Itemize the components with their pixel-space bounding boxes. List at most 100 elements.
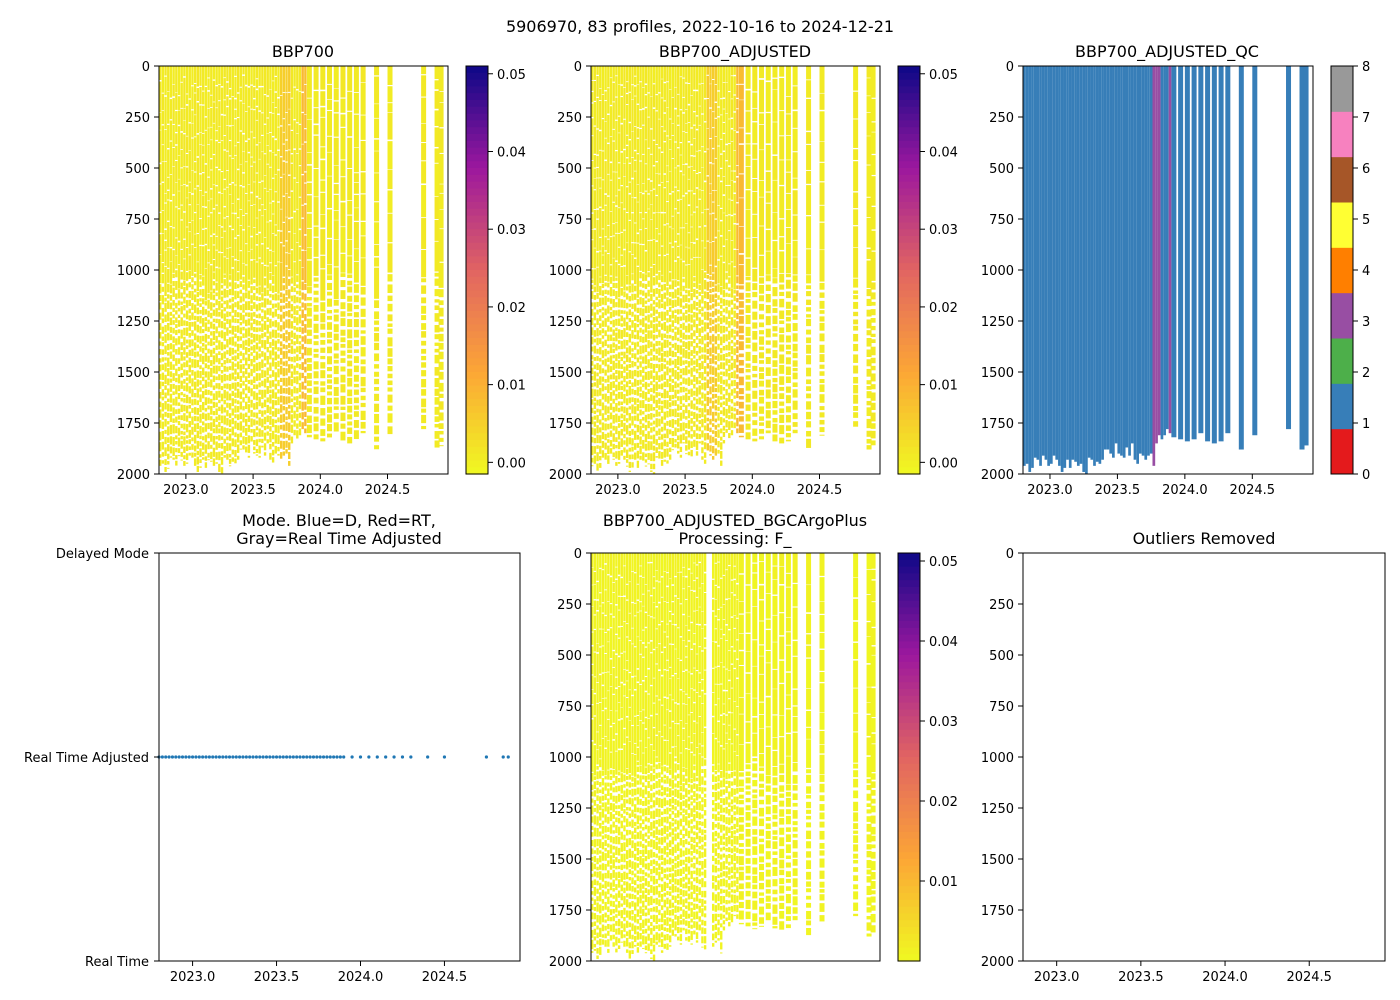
profile-segment <box>693 194 696 212</box>
profile-segment <box>196 234 200 262</box>
profile-segment <box>218 390 221 398</box>
profile-segment <box>728 421 731 430</box>
profile-segment <box>234 341 237 347</box>
profile-segment <box>167 222 170 248</box>
profile-segment <box>706 332 709 341</box>
profile-segment <box>663 371 666 380</box>
profile-segment <box>677 404 680 411</box>
profile-segment <box>293 212 296 234</box>
profile-segment <box>687 361 691 368</box>
profile-segment <box>164 266 167 297</box>
profile-segment <box>806 318 812 327</box>
profile-segment <box>604 925 607 931</box>
profile-segment <box>274 362 277 370</box>
profile-segment <box>668 243 672 272</box>
profile-segment <box>615 261 618 277</box>
profile-segment <box>625 788 629 798</box>
profile-segment <box>261 351 264 357</box>
mode-point <box>271 755 275 759</box>
profile-segment <box>752 355 758 364</box>
profile-segment <box>623 809 626 814</box>
profile-segment <box>623 250 626 266</box>
profile-segment <box>188 411 191 419</box>
profile-segment <box>387 387 393 392</box>
mode-point <box>367 755 371 759</box>
profile-segment <box>593 389 597 397</box>
profile-segment <box>204 130 208 164</box>
profile-segment <box>327 397 333 405</box>
colorbar-tick-label: 0.05 <box>497 68 526 83</box>
profile-segment <box>663 142 666 174</box>
y-tick-label: 0 <box>1006 60 1014 75</box>
profile-segment <box>620 707 623 719</box>
profile-segment <box>327 315 333 320</box>
profile-segment <box>327 433 333 438</box>
profile-segment <box>819 406 825 411</box>
profile-segment <box>623 455 626 460</box>
profile-segment <box>722 195 726 213</box>
profile-segment <box>421 340 427 346</box>
profile-segment <box>655 173 658 195</box>
profile-segment <box>644 251 648 274</box>
profile-segment <box>207 250 210 263</box>
profile-segment <box>615 872 618 881</box>
profile-segment <box>819 354 825 363</box>
profile-segment <box>199 459 202 464</box>
profile-segment <box>591 606 594 632</box>
profile-segment <box>282 351 286 359</box>
profile-segment <box>596 940 599 945</box>
profile-segment <box>288 364 291 373</box>
profile-segment <box>274 445 277 454</box>
profile-segment <box>296 370 299 375</box>
mode-point <box>318 755 322 759</box>
profile-segment <box>333 353 339 359</box>
profile-segment <box>263 154 267 176</box>
profile-segment <box>196 400 200 406</box>
profile-segment <box>180 168 183 185</box>
profile-segment <box>220 426 224 434</box>
profile-segment <box>596 771 599 780</box>
profile-segment <box>617 247 621 264</box>
profile-segment <box>623 351 626 359</box>
profile-segment <box>615 196 618 206</box>
profile-segment <box>634 171 637 198</box>
profile-segment <box>301 327 304 334</box>
profile-segment <box>191 290 194 301</box>
colorbar-segment <box>898 66 920 74</box>
mode-point <box>426 755 430 759</box>
profile-segment <box>261 339 264 348</box>
profile-segment <box>601 835 605 840</box>
profile-segment <box>752 214 758 238</box>
profile-segment <box>180 391 183 396</box>
profile-segment <box>193 333 197 341</box>
profile-segment <box>261 87 264 113</box>
profile-segment <box>306 66 312 98</box>
profile-segment <box>792 360 798 367</box>
profile-segment <box>658 451 661 459</box>
profile-segment <box>617 793 621 802</box>
profile-segment <box>175 161 178 183</box>
profile-segment <box>623 696 626 728</box>
profile-segment <box>274 235 277 266</box>
profile-segment <box>591 346 594 352</box>
profile-segment <box>374 371 380 377</box>
profile-segment <box>159 381 162 389</box>
profile-segment <box>698 397 701 405</box>
profile-segment <box>717 66 720 91</box>
profile-segment <box>250 132 253 157</box>
profile-segment <box>183 66 186 77</box>
profile-segment <box>604 847 607 852</box>
profile-segment <box>615 172 618 196</box>
profile-segment <box>709 265 712 276</box>
colorbar-segment <box>466 317 488 325</box>
profile-segment <box>263 188 267 210</box>
profile-segment <box>199 315 202 324</box>
profile-segment <box>706 379 709 389</box>
profile-segment <box>279 334 283 339</box>
profile-segment <box>623 66 626 88</box>
profile-segment <box>196 465 200 472</box>
profile-segment <box>785 172 791 193</box>
profile-segment <box>596 425 599 434</box>
profile-segment <box>313 226 319 237</box>
profile-segment <box>250 368 253 377</box>
